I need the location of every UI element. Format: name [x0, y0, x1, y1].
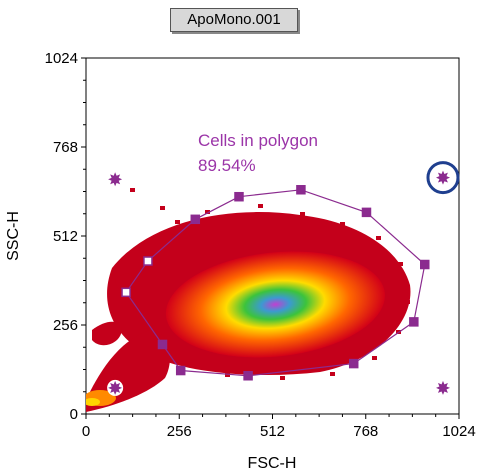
- density-speckle: [340, 222, 345, 226]
- y-tick-label: 512: [53, 228, 78, 245]
- gate-vertex-handle: [234, 191, 244, 202]
- density-speckle: [232, 214, 237, 218]
- density-region: [92, 321, 122, 346]
- gate-vertex-handle: [143, 256, 153, 266]
- density-speckle: [205, 210, 210, 214]
- density-speckle: [125, 310, 130, 314]
- plot-title: ApoMono.001: [170, 8, 298, 32]
- gate-vertex-handle: [409, 317, 419, 327]
- gate-vertex-handle: [157, 339, 168, 350]
- star-marker: [436, 380, 450, 395]
- gate-name-label: Cells in polygon: [198, 131, 318, 150]
- star-marker: [108, 380, 123, 395]
- density-speckle: [258, 204, 263, 208]
- density-speckle: [140, 362, 145, 366]
- density-speckle: [200, 235, 205, 239]
- polygon-gate[interactable]: [121, 185, 430, 381]
- density-speckle: [130, 188, 135, 192]
- density-region: [115, 273, 134, 292]
- density-speckle: [376, 236, 381, 240]
- density-speckle: [180, 240, 185, 244]
- density-speckle: [175, 220, 180, 224]
- density-speckle: [372, 356, 377, 360]
- axes: 0 256 512 768 1024 0 256 512 768 1024: [45, 50, 476, 440]
- density-speckle: [355, 245, 360, 249]
- gate-markers[interactable]: [107, 161, 460, 396]
- x-axis-label: FSC-H: [248, 455, 297, 472]
- y-tick-label: 256: [53, 317, 78, 334]
- star-marker: [436, 170, 450, 185]
- x-tick-label: 768: [353, 423, 378, 440]
- density-speckle: [225, 373, 230, 377]
- gate-vertex-handle: [348, 358, 359, 369]
- y-tick-label: 0: [70, 406, 78, 423]
- highlight-circle: [426, 161, 460, 195]
- density-speckle: [150, 280, 155, 284]
- gate-vertex-handle: [175, 365, 186, 376]
- x-tick-label: 0: [82, 423, 90, 440]
- density-speckle: [330, 372, 335, 376]
- density-speckle: [145, 305, 150, 309]
- y-tick-label: 768: [53, 139, 78, 156]
- x-tick-label: 512: [260, 423, 285, 440]
- density-cloud: [86, 188, 411, 412]
- density-speckle: [280, 376, 285, 380]
- gate-percent-label: 89.54%: [198, 156, 256, 175]
- gate-vertex-handle: [296, 185, 306, 195]
- density-speckle: [405, 300, 410, 304]
- density-speckle: [110, 372, 115, 376]
- density-speckle: [160, 206, 165, 210]
- y-axis-label: SSC-H: [5, 211, 22, 261]
- gate-vertex-handle: [121, 287, 131, 298]
- density-speckle: [300, 212, 305, 216]
- x-tick-label: 1024: [442, 423, 475, 440]
- density-speckle: [388, 285, 393, 289]
- y-tick-label: 1024: [45, 50, 78, 67]
- gate-vertex-handle: [243, 371, 253, 381]
- x-tick-label: 256: [167, 423, 192, 440]
- gate-vertex-handle: [420, 259, 430, 270]
- density-region: [86, 398, 100, 406]
- density-core: [165, 251, 385, 358]
- gate-vertex-handle: [361, 207, 372, 218]
- star-marker: [108, 172, 123, 187]
- density-speckle: [160, 330, 165, 334]
- density-speckle: [398, 262, 403, 266]
- gate-vertex-handle: [190, 214, 201, 225]
